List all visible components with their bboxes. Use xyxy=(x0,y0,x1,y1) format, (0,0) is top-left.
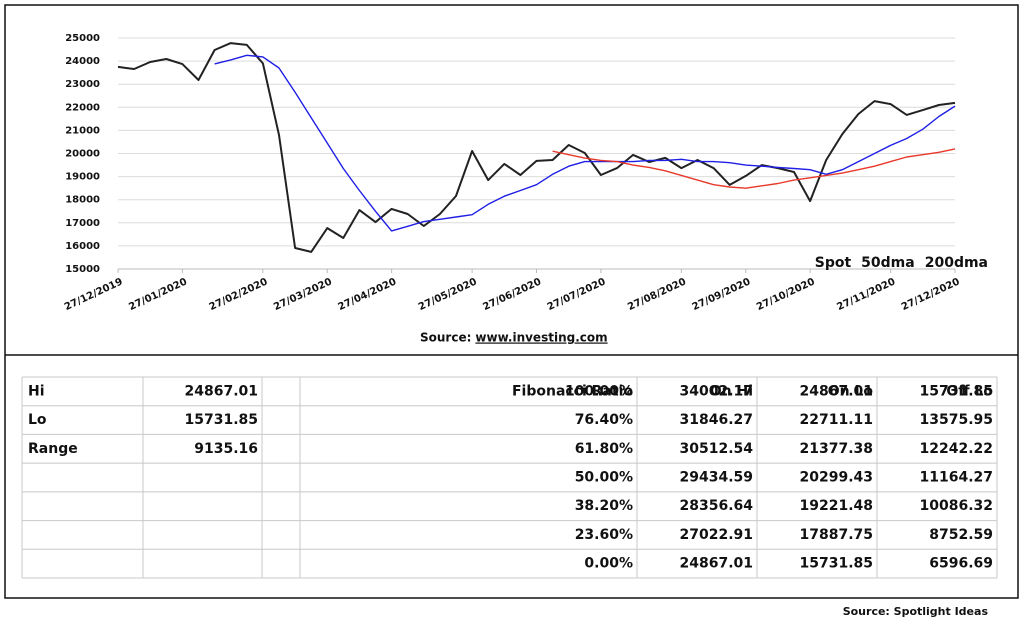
x-tick-label: 27/04/2020 xyxy=(336,276,398,313)
fib-cell: 27022.91 xyxy=(679,527,753,543)
row-label: Hi xyxy=(28,383,45,399)
row-value: 9135.16 xyxy=(194,441,258,457)
row-value: 24867.01 xyxy=(184,383,258,399)
fib-cell: 24867.01 xyxy=(679,556,753,572)
fib-cell: 38.20% xyxy=(575,498,633,514)
fib-cell: 34002.17 xyxy=(679,383,753,399)
x-tick-label: 27/07/2020 xyxy=(546,276,608,313)
fib-cell: 11164.27 xyxy=(919,470,993,486)
row-value: 15731.85 xyxy=(184,412,258,428)
fib-cell: 17887.75 xyxy=(799,527,873,543)
footer-source: Source: Spotlight Ideas xyxy=(843,605,989,618)
fib-cell: 22711.11 xyxy=(799,412,873,428)
fib-cell: 76.40% xyxy=(575,412,633,428)
series-line xyxy=(117,42,956,253)
fib-cell: 24867.01 xyxy=(799,383,873,399)
y-tick-label: 19000 xyxy=(65,172,100,183)
fib-cell: 12242.22 xyxy=(919,441,993,457)
fib-cell: 15731.85 xyxy=(919,383,993,399)
fib-cell: 20299.43 xyxy=(799,470,873,486)
fib-cell: 0.00% xyxy=(584,556,633,572)
fib-cell: 50.00% xyxy=(575,470,633,486)
y-tick-label: 15000 xyxy=(65,264,100,275)
fib-cell: 30512.54 xyxy=(679,441,753,457)
x-tick-label: 27/11/2020 xyxy=(835,276,897,313)
legend-entry: 50dma xyxy=(861,255,915,271)
x-tick-label: 27/12/2019 xyxy=(63,276,125,313)
fib-cell: 15731.85 xyxy=(799,556,873,572)
fib-header: On Lo xyxy=(828,383,874,399)
fib-cell: 23.60% xyxy=(575,527,633,543)
y-tick-label: 17000 xyxy=(65,218,100,229)
x-tick-label: 27/03/2020 xyxy=(272,276,334,313)
fib-cell: 29434.59 xyxy=(679,470,753,486)
y-tick-label: 23000 xyxy=(65,79,100,90)
legend-entry: 200dma xyxy=(925,255,988,271)
y-tick-label: 21000 xyxy=(65,125,100,136)
x-tick-label: 27/08/2020 xyxy=(626,276,688,313)
x-tick-label: 27/12/2020 xyxy=(900,276,962,313)
fib-cell: 28356.64 xyxy=(679,498,753,514)
row-label: Lo xyxy=(28,412,47,428)
fib-cell: 100.00% xyxy=(565,383,633,399)
y-tick-label: 20000 xyxy=(65,149,100,160)
y-tick-label: 24000 xyxy=(65,56,100,67)
fib-header: Off Lo xyxy=(946,383,993,399)
x-tick-label: 27/01/2020 xyxy=(127,276,189,313)
fib-cell: 13575.95 xyxy=(919,412,993,428)
y-tick-label: 16000 xyxy=(65,241,100,252)
series-line xyxy=(552,148,956,189)
fib-cell: 61.80% xyxy=(575,441,633,457)
x-tick-label: 27/05/2020 xyxy=(417,276,479,313)
fib-cell: 10086.32 xyxy=(919,498,993,514)
x-tick-label: 27/09/2020 xyxy=(691,276,753,313)
x-tick-label: 27/10/2020 xyxy=(755,276,817,313)
y-tick-label: 22000 xyxy=(65,102,100,113)
x-tick-label: 27/02/2020 xyxy=(208,276,270,313)
y-tick-label: 18000 xyxy=(65,195,100,206)
fib-cell: 8752.59 xyxy=(929,527,993,543)
source-label: Source: xyxy=(420,331,471,345)
row-label: Range xyxy=(28,441,78,457)
legend-entry: Spot xyxy=(815,255,852,271)
fib-header: Fibonacci Ratio xyxy=(512,383,633,399)
fib-cell: 6596.69 xyxy=(929,556,993,572)
fib-cell: 31846.27 xyxy=(679,412,753,428)
series-line xyxy=(214,54,956,232)
source-link[interactable]: www.investing.com xyxy=(475,331,607,345)
fib-cell: 21377.38 xyxy=(799,441,873,457)
outer-frame xyxy=(4,4,1019,599)
fib-header: On Hi xyxy=(710,383,753,399)
fib-cell: 19221.48 xyxy=(799,498,873,514)
x-tick-label: 27/06/2020 xyxy=(481,276,543,313)
y-tick-label: 25000 xyxy=(65,33,100,44)
